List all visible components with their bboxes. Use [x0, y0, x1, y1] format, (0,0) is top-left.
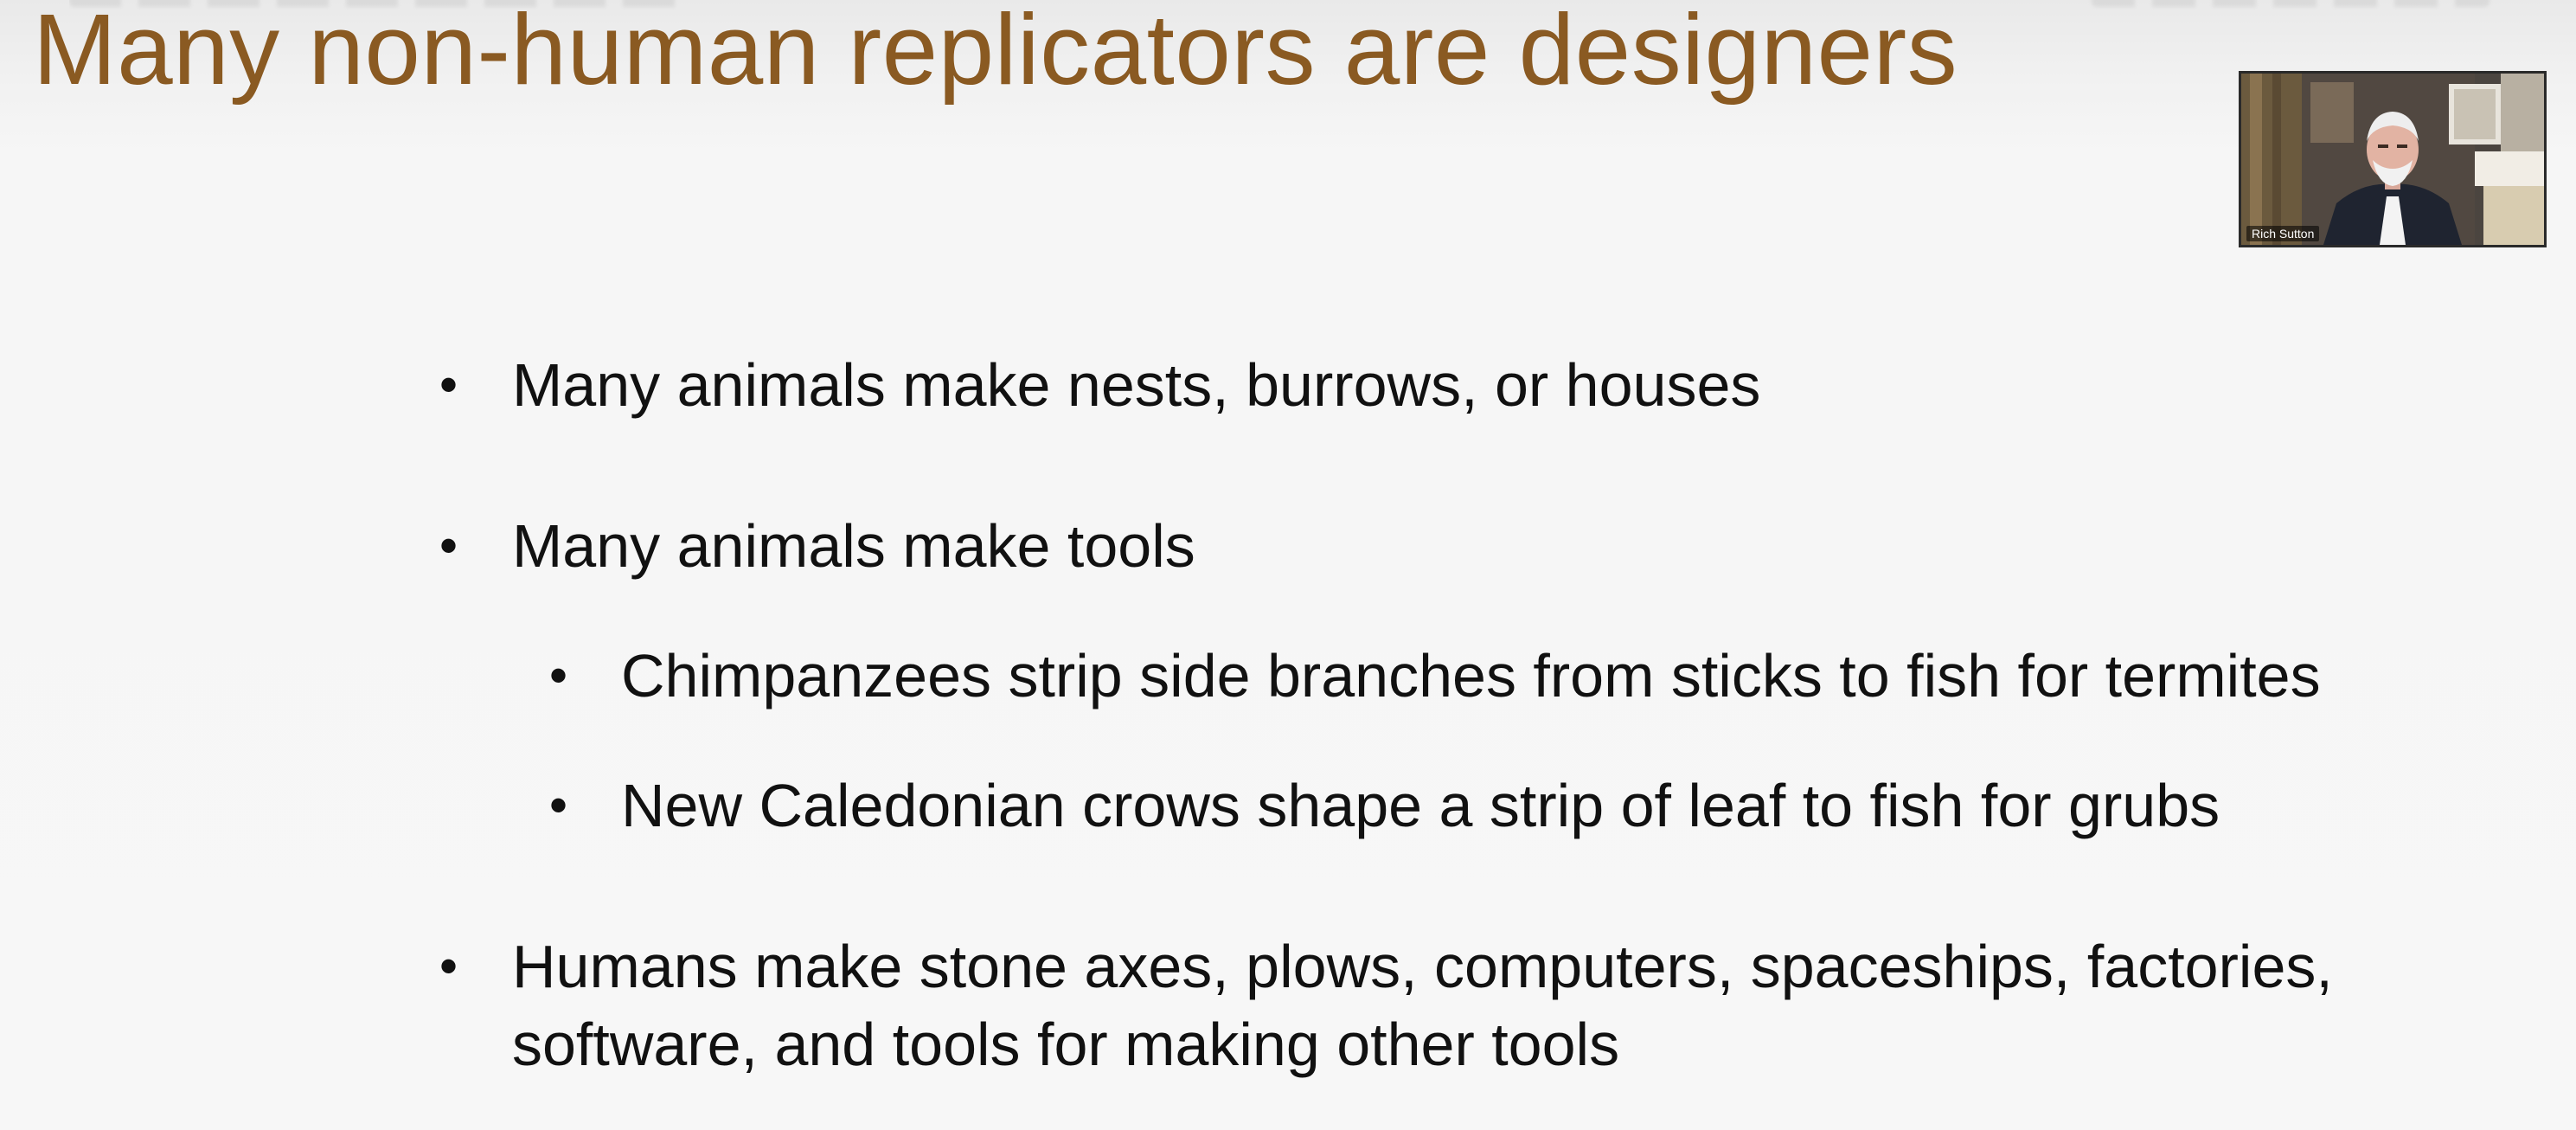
bullet-dot: • — [549, 646, 568, 704]
bullet-dot: • — [439, 937, 458, 995]
bullet-text: Chimpanzees strip side branches from sti… — [621, 642, 2321, 709]
bullet-text: New Caledonian crows shape a strip of le… — [621, 772, 2220, 839]
bullet-text: Many animals make nests, burrows, or hou… — [512, 351, 1761, 419]
bullet-dot: • — [549, 776, 568, 834]
webcam-thumbnail[interactable]: Rich Sutton — [2239, 71, 2547, 247]
webcam-video-frame — [2241, 74, 2544, 245]
faint-top-header-strip — [69, 0, 2541, 12]
bullet-dot: • — [439, 517, 458, 575]
sub-bullet-chimpanzees: • Chimpanzees strip side branches from s… — [433, 637, 2543, 715]
bullet-item-humans: • Humans make stone axes, plows, compute… — [433, 928, 2543, 1083]
bullet-item-nests: • Many animals make nests, burrows, or h… — [433, 346, 2543, 424]
sub-bullet-crows: • New Caledonian crows shape a strip of … — [433, 767, 2543, 844]
bullet-list: • Many animals make nests, burrows, or h… — [433, 346, 2543, 1083]
bullet-text: Humans make stone axes, plows, computers… — [512, 933, 2333, 1078]
slide-title: Many non-human replicators are designers — [33, 0, 1958, 106]
bullet-dot: • — [439, 356, 458, 414]
webcam-participant-name: Rich Sutton — [2246, 226, 2320, 241]
bullet-text: Many animals make tools — [512, 512, 1195, 580]
bullet-item-tools: • Many animals make tools — [433, 507, 2543, 585]
